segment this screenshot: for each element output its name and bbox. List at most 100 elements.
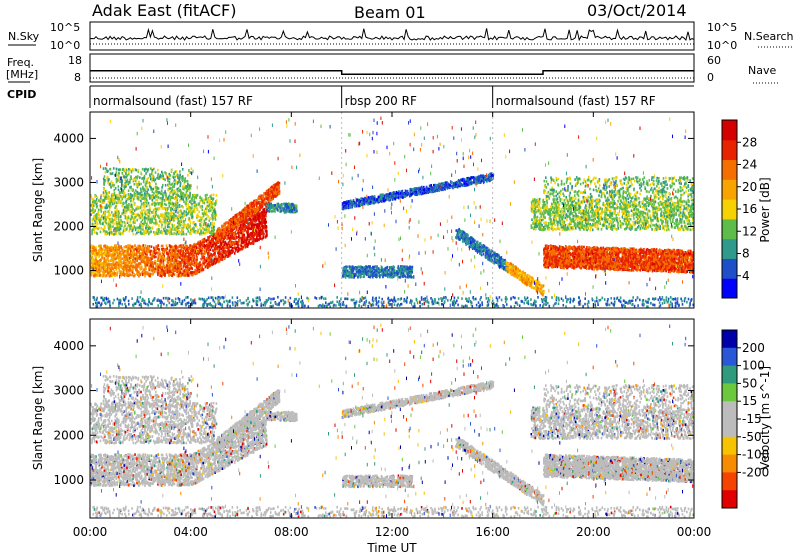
power-cell xyxy=(112,219,114,222)
power-cell xyxy=(135,269,137,272)
power-cell xyxy=(137,229,139,232)
power-cell xyxy=(255,239,257,242)
power-cell xyxy=(130,193,132,196)
power-cell xyxy=(176,257,178,260)
power-cell xyxy=(245,245,247,248)
power-cell xyxy=(183,233,185,236)
power-cell xyxy=(172,224,174,227)
power-cell xyxy=(135,229,137,232)
power-cell xyxy=(198,211,200,214)
power-cell xyxy=(102,223,104,226)
power-cell xyxy=(173,176,175,179)
power-cell xyxy=(169,182,171,185)
power-cell xyxy=(183,274,185,277)
power-cell xyxy=(194,207,196,210)
power-cell xyxy=(194,246,196,249)
power-cell xyxy=(222,241,224,244)
power-cell xyxy=(140,189,142,192)
power-cell xyxy=(91,233,93,236)
power-cell xyxy=(128,275,130,278)
power-cell xyxy=(152,191,154,194)
power-cell xyxy=(149,257,151,260)
power-cell xyxy=(124,255,126,258)
power-cell xyxy=(266,234,268,237)
power-cell xyxy=(97,223,99,226)
power-cell xyxy=(153,271,155,274)
power-cell xyxy=(242,234,244,237)
power-cell xyxy=(143,260,145,263)
power-cell xyxy=(174,183,176,186)
nsearch-tick-high: 10^5 xyxy=(707,21,737,34)
power-cell xyxy=(204,229,206,232)
power-cell xyxy=(116,168,118,171)
power-cell xyxy=(155,213,157,216)
power-cell xyxy=(261,232,263,235)
nave-label: Nave xyxy=(748,64,776,77)
power-cell xyxy=(188,206,190,209)
power-cell xyxy=(161,224,163,227)
power-cell xyxy=(199,219,201,222)
power-cell xyxy=(190,227,192,230)
power-cell xyxy=(142,194,144,197)
power-cell xyxy=(100,227,102,230)
power-cell xyxy=(189,244,191,247)
power-cell xyxy=(143,271,145,274)
power-cell xyxy=(205,232,207,235)
power-cell xyxy=(263,236,265,239)
power-cell xyxy=(183,210,185,213)
power-cell xyxy=(161,221,163,224)
power-cell xyxy=(108,266,110,269)
power-cell xyxy=(213,253,215,256)
power-cell xyxy=(119,265,121,268)
power-cell xyxy=(149,205,151,208)
power-cell xyxy=(107,197,109,200)
power-cell xyxy=(140,215,142,218)
power-cell xyxy=(173,256,175,259)
power-cell xyxy=(150,264,152,267)
power-cell xyxy=(121,212,123,215)
power-cell xyxy=(123,184,125,187)
power-cell xyxy=(104,225,106,228)
power-cell xyxy=(167,229,169,232)
power-cell xyxy=(127,262,129,265)
power-cell xyxy=(182,198,184,201)
power-cell xyxy=(142,252,144,255)
power-cell xyxy=(97,261,99,264)
power-cell xyxy=(143,202,145,205)
power-cell xyxy=(134,216,136,219)
power-cell xyxy=(175,250,177,253)
nave-tick-low: 0 xyxy=(707,71,714,84)
power-cell xyxy=(134,209,136,212)
power-cell xyxy=(112,225,114,228)
power-cell xyxy=(184,181,186,184)
power-cell xyxy=(119,260,121,263)
freq-trace xyxy=(90,71,694,78)
power-cell xyxy=(127,219,129,222)
power-cell xyxy=(243,238,245,241)
power-cell xyxy=(223,248,225,251)
power-cell xyxy=(157,190,159,193)
power-cell xyxy=(102,271,104,274)
power-cell xyxy=(177,202,179,205)
power-cell xyxy=(96,220,98,223)
power-cell xyxy=(144,203,146,206)
power-cell xyxy=(184,270,186,273)
power-cell xyxy=(105,270,107,273)
power-cell xyxy=(165,204,167,207)
power-cell xyxy=(182,180,184,183)
power-cell xyxy=(124,206,126,209)
power-cell xyxy=(108,260,110,263)
power-cell xyxy=(195,243,197,246)
power-cell xyxy=(211,227,213,230)
power-cell xyxy=(173,247,175,250)
power-cell xyxy=(196,265,198,268)
power-cell xyxy=(259,231,261,234)
power-cell xyxy=(110,228,112,231)
power-cell xyxy=(183,220,185,223)
power-cell xyxy=(215,212,217,215)
power-cell xyxy=(167,215,169,218)
power-cell xyxy=(100,208,102,211)
power-cell xyxy=(119,270,121,273)
power-cell xyxy=(129,227,131,230)
